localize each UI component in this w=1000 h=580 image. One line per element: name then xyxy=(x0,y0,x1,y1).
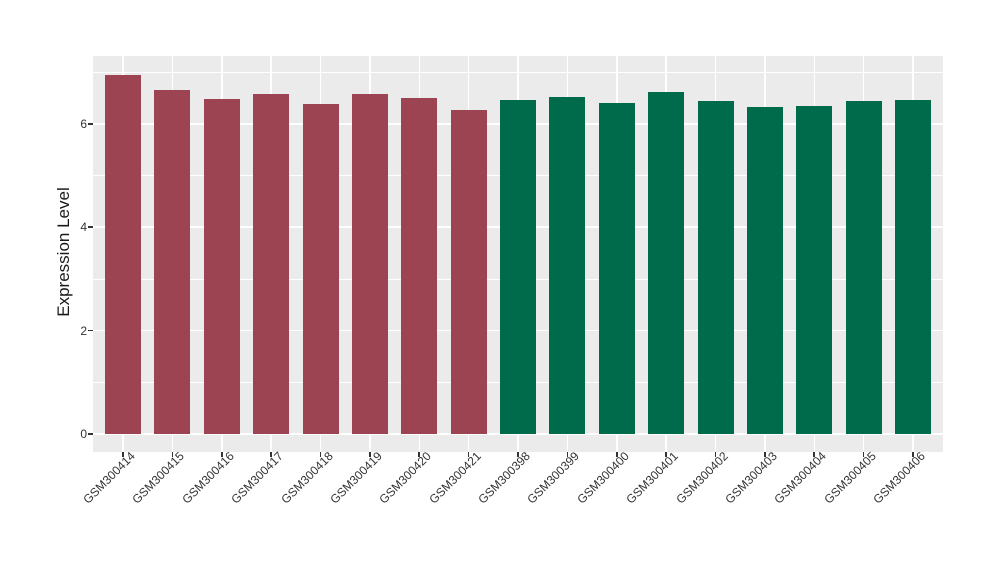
bar-GSM300399 xyxy=(549,96,586,434)
bar-GSM300415 xyxy=(154,89,191,434)
bar-GSM300400 xyxy=(598,102,635,434)
x-tick-mark xyxy=(665,452,667,457)
x-tick-mark xyxy=(912,452,914,457)
x-tick-mark xyxy=(813,452,816,457)
bar-GSM300416 xyxy=(203,98,240,434)
y-tick-mark xyxy=(88,123,93,125)
bar-GSM300403 xyxy=(746,107,783,434)
y-tick-label: 2 xyxy=(80,323,87,338)
x-tick-mark xyxy=(517,452,519,457)
bar-GSM300401 xyxy=(648,92,685,434)
x-tick-mark xyxy=(270,452,272,457)
bar-GSM300419 xyxy=(351,93,388,434)
bar-GSM300404 xyxy=(796,105,833,434)
bar-GSM300398 xyxy=(500,99,536,434)
y-tick-mark xyxy=(88,433,93,435)
x-tick-mark xyxy=(369,452,371,457)
bar-GSM300414 xyxy=(105,74,141,434)
x-tick-mark xyxy=(714,452,717,457)
plot-panel xyxy=(93,56,943,452)
y-tick-label: 0 xyxy=(80,427,87,441)
x-tick-mark xyxy=(220,452,223,457)
x-tick-mark xyxy=(171,452,174,457)
x-tick-mark xyxy=(418,452,421,457)
y-tick-label: 6 xyxy=(80,116,87,131)
x-tick-mark xyxy=(615,452,618,457)
x-tick-mark xyxy=(862,452,865,457)
x-tick-mark xyxy=(122,452,124,457)
bar-GSM300418 xyxy=(302,104,339,434)
x-tick-mark xyxy=(764,452,766,457)
bar-GSM300405 xyxy=(845,100,882,434)
x-tick-mark xyxy=(319,452,322,457)
bar-GSM300402 xyxy=(697,100,734,434)
y-tick-mark xyxy=(88,226,93,228)
x-tick-mark xyxy=(467,452,470,457)
bar-GSM300420 xyxy=(401,97,438,434)
bar-GSM300421 xyxy=(450,109,487,434)
bar-GSM300417 xyxy=(253,94,290,434)
y-tick-mark xyxy=(88,329,93,332)
x-tick-mark xyxy=(566,452,569,457)
y-tick-label: 4 xyxy=(80,220,87,235)
bar-GSM300406 xyxy=(895,99,931,434)
